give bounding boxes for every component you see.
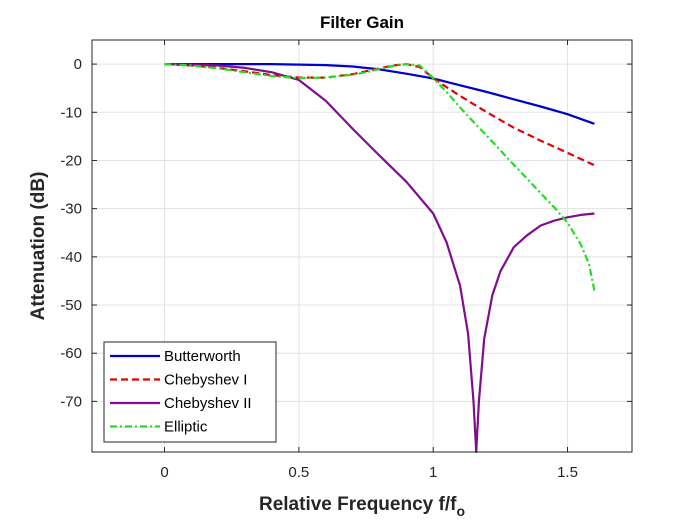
series-line-elliptic: [164, 62, 596, 291]
y-tick-label: -40: [60, 249, 82, 266]
y-tick-label: -20: [60, 152, 82, 169]
y-tick-label: -60: [60, 345, 82, 362]
series-line-chebyshev-i: [164, 62, 595, 167]
legend-label-butterworth: Butterworth: [164, 348, 241, 365]
x-tick-label: 1: [429, 464, 437, 481]
series-line-chebyshev-ii: [164, 63, 595, 454]
plot-frame: [91, 39, 633, 453]
legend-label-chebyshev-ii: Chebyshev II: [164, 395, 252, 412]
y-tick-label: -10: [60, 104, 82, 121]
series-lines: [164, 62, 596, 454]
y-tick-label: -70: [60, 393, 82, 410]
legend-box: [103, 341, 277, 443]
x-tick-label: 1.5: [557, 464, 578, 481]
x-axis-title: Relative Frequency f/fo: [259, 494, 465, 519]
legend-label-chebyshev-i: Chebyshev I: [164, 372, 247, 389]
x-tick-label: 0.5: [288, 464, 309, 481]
y-tick-label: 0: [74, 56, 82, 73]
chart-title: Filter Gain: [320, 13, 404, 32]
x-tick-label: 0: [160, 464, 168, 481]
y-tick-label: -30: [60, 201, 82, 218]
legend: Butterworth Chebyshev I Chebyshev II Ellipt…: [103, 341, 277, 443]
x-axis-title-subscript: o: [456, 503, 465, 519]
legend-label-elliptic: Elliptic: [164, 419, 208, 436]
y-tick-label: -50: [60, 297, 82, 314]
y-axis-title: Attenuation (dB): [28, 172, 49, 321]
axis-ticks: 0 0.5 1 1.5 0 -10 -20 -30 -40 -50 -60 -70: [60, 40, 632, 481]
series-line-butterworth: [164, 62, 595, 125]
x-axis-title-main: Relative Frequency f/f: [259, 494, 457, 515]
